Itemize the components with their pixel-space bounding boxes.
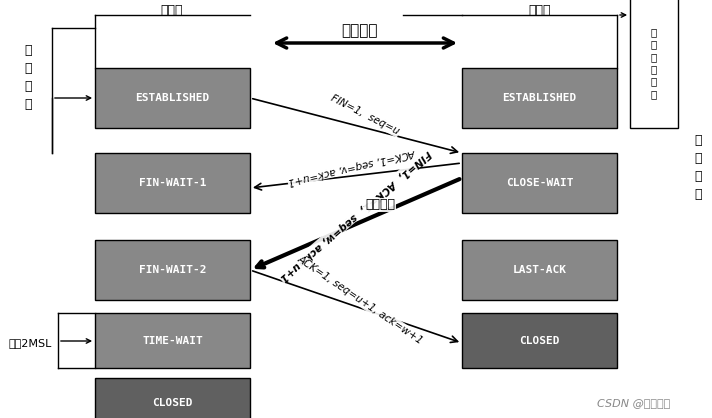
Text: LAST-ACK: LAST-ACK [513, 265, 567, 275]
Bar [95, 240, 250, 300]
Text: ACK=1, seq=u+1, ack=w+1: ACK=1, seq=u+1, ack=w+1 [295, 254, 424, 346]
Text: 被
动
关
闭: 被 动 关 闭 [694, 135, 702, 201]
Bar [462, 313, 617, 368]
Text: FIN-WAIT-1: FIN-WAIT-1 [139, 178, 206, 188]
Text: FIN-WAIT-2: FIN-WAIT-2 [139, 265, 206, 275]
Text: 主
动
关
闭: 主 动 关 闭 [24, 44, 32, 112]
Text: 数据传输: 数据传输 [365, 199, 395, 212]
Text: TIME-WAIT: TIME-WAIT [142, 336, 203, 346]
Text: 服务器: 服务器 [529, 5, 551, 18]
Text: ESTABLISHED: ESTABLISHED [503, 93, 577, 103]
Text: CLOSED: CLOSED [519, 336, 560, 346]
Bar [95, 378, 250, 418]
Bar [462, 240, 617, 300]
Text: 数据传输: 数据传输 [342, 23, 378, 38]
Bar [462, 153, 617, 213]
Text: CLOSE-WAIT: CLOSE-WAIT [506, 178, 573, 188]
Bar [630, 0, 678, 128]
Bar [95, 68, 250, 128]
Text: ESTABLISHED: ESTABLISHED [135, 93, 209, 103]
Text: FIN=1,  seq=u: FIN=1, seq=u [329, 93, 401, 137]
Text: CSDN @唤醒手腕: CSDN @唤醒手腕 [597, 398, 670, 408]
Text: ACK=1, seq=v, ack=u+1: ACK=1, seq=v, ack=u+1 [287, 147, 417, 187]
Text: 等待2MSL: 等待2MSL [9, 338, 52, 348]
Text: 客户端: 客户端 [161, 5, 183, 18]
Bar [462, 68, 617, 128]
Text: FIN=1,  ACK=1,  seq=w, ack=u+1: FIN=1, ACK=1, seq=w, ack=u+1 [278, 148, 432, 282]
Text: CLOSED: CLOSED [152, 398, 193, 408]
Bar [95, 153, 250, 213]
Bar [95, 313, 250, 368]
Text: 通
知
应
用
进
程: 通 知 应 用 进 程 [651, 27, 657, 99]
